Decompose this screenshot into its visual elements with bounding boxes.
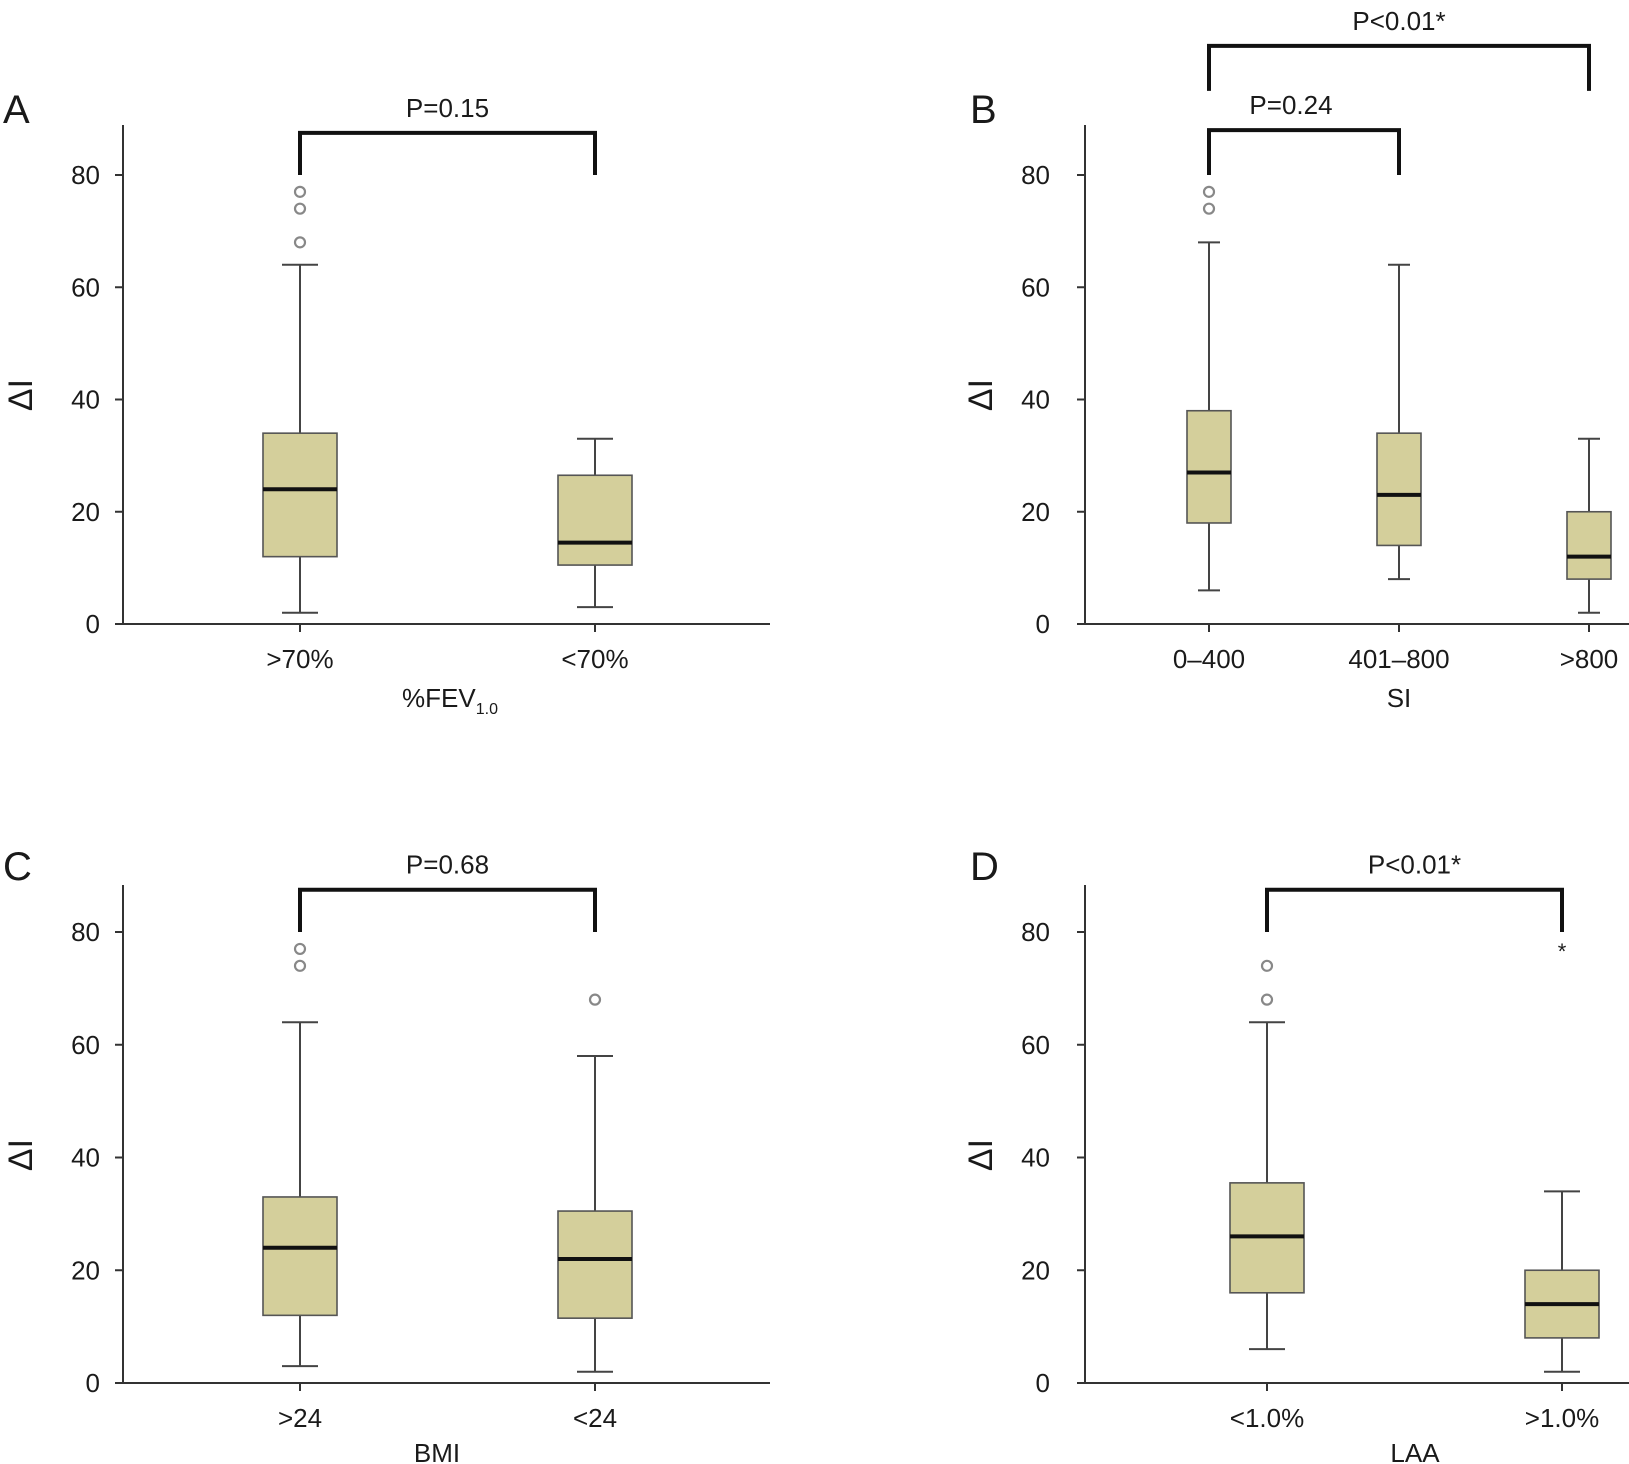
panel-b-y-axis-label: ΔI	[962, 379, 1000, 411]
panel-d-x-tick-label: <1.0%	[1230, 1403, 1304, 1433]
outlier-point	[1202, 202, 1216, 215]
panel-c-y-tick-label: 60	[71, 1030, 100, 1060]
panel-d-y-tick-label: 20	[1021, 1255, 1050, 1285]
panel-a-y-tick-label: 60	[71, 272, 100, 302]
panel-b-x-tick-label: 0–400	[1173, 644, 1245, 674]
outlier-point	[293, 959, 307, 972]
panel-c-box-1	[557, 993, 633, 1373]
panel-b-y-tick-label: 40	[1021, 385, 1050, 415]
panel-a-x-tick-label: <70%	[561, 644, 628, 674]
outlier-point	[293, 942, 307, 956]
panel-d-y-axis-label: ΔI	[962, 1139, 1000, 1171]
iqr-box	[262, 432, 338, 558]
panel-a: A 0 20 40 60 80 ΔI >70% <70% %FEV1.0 P=0.15	[2, 88, 770, 718]
panel-a-label: A	[3, 88, 30, 132]
panel-c-y-tick-label: 40	[71, 1143, 100, 1173]
panel-c-y-tick-label: 20	[71, 1255, 100, 1285]
panel-b-comparison-0: P=0.24	[1207, 90, 1401, 175]
significance-bracket	[1207, 43, 1591, 91]
iqr-box	[557, 1210, 633, 1319]
panel-b-comparison-1: P<0.01*	[1207, 6, 1591, 91]
panel-a-box-1	[557, 437, 633, 609]
panel-c-x-tick-label: >24	[278, 1403, 322, 1433]
panel-b-y-tick-label: 60	[1021, 272, 1050, 302]
panel-a-y-tick-label: 0	[86, 609, 100, 639]
panel-b-box-0	[1186, 185, 1232, 592]
p-value-label: P<0.01*	[1352, 6, 1445, 36]
panel-d-label: D	[970, 845, 999, 889]
panel-a-comparison-0: P=0.15	[298, 93, 597, 175]
significance-bracket	[1265, 887, 1564, 932]
p-value-label: P=0.15	[406, 93, 489, 123]
iqr-box	[262, 1196, 338, 1317]
significance-bracket	[298, 130, 597, 175]
panel-b-x-axis-label: SI	[1387, 683, 1412, 713]
outlier-point	[1202, 185, 1216, 198]
panel-b-y-tick-label: 80	[1021, 160, 1050, 190]
panel-b-label: B	[970, 88, 997, 132]
panel-b-x-tick-label: 401–800	[1348, 644, 1449, 674]
panel-d: D 0 20 40 60 80 ΔI <1.0% >1.0% LAA * P<0.01*	[962, 845, 1629, 1464]
panel-a-box-0	[262, 185, 338, 614]
panel-a-y-axis-label: ΔI	[2, 379, 40, 411]
iqr-box	[1186, 409, 1232, 524]
outlier-point	[1260, 993, 1274, 1006]
panel-d-comparison-0: P<0.01*	[1265, 850, 1564, 932]
p-value-label: P<0.01*	[1368, 850, 1461, 880]
panel-b-box-1	[1376, 263, 1422, 581]
panel-c-x-axis-label: BMI	[414, 1438, 460, 1464]
iqr-box	[1566, 510, 1612, 580]
outlier-point	[293, 185, 307, 198]
panel-c-y-axis-label: ΔI	[2, 1139, 40, 1171]
panel-d-y-tick-label: 80	[1021, 917, 1050, 947]
panel-c-label: C	[3, 845, 32, 889]
panel-a-y-tick-label: 20	[71, 497, 100, 527]
panel-d-y-tick-label: 60	[1021, 1030, 1050, 1060]
p-value-label: P=0.68	[406, 850, 489, 880]
panel-c: C 0 20 40 60 80 ΔI >24 <24 BMI P=0.68	[2, 845, 770, 1464]
panel-a-x-axis-label: %FEV1.0	[402, 683, 498, 718]
panel-c-x-tick-label: <24	[573, 1403, 617, 1433]
panel-c-box-0	[262, 942, 338, 1368]
outlier-point	[293, 236, 307, 249]
outlier-point	[588, 993, 602, 1006]
panel-d-x-tick-label: >1.0%	[1525, 1403, 1599, 1433]
outlier-point	[293, 202, 307, 215]
outlier-point	[1260, 959, 1274, 972]
iqr-box	[557, 474, 633, 566]
panel-a-x-tick-label: >70%	[266, 644, 333, 674]
panel-c-y-tick-label: 0	[86, 1368, 100, 1398]
extreme-point: *	[1558, 939, 1567, 964]
panel-b-x-tick-label: >800	[1560, 644, 1619, 674]
panel-b: B 0 20 40 60 80 ΔI 0–400 401–800 >800 SI P=0.24 P<0.…	[962, 6, 1629, 713]
panel-a-y-tick-label: 80	[71, 160, 100, 190]
iqr-box	[1376, 432, 1422, 547]
panel-c-comparison-0: P=0.68	[298, 850, 597, 932]
panel-d-box-1: *	[1524, 939, 1600, 1373]
panel-d-y-tick-label: 0	[1036, 1368, 1050, 1398]
panel-b-box-2	[1566, 437, 1612, 614]
panel-c-y-tick-label: 80	[71, 917, 100, 947]
p-value-label: P=0.24	[1249, 90, 1332, 120]
significance-bracket	[298, 887, 597, 932]
panel-b-y-tick-label: 0	[1036, 609, 1050, 639]
panel-b-y-tick-label: 20	[1021, 497, 1050, 527]
significance-bracket	[1207, 128, 1401, 175]
panel-d-x-axis-label: LAA	[1390, 1438, 1440, 1464]
panel-a-y-tick-label: 40	[71, 385, 100, 415]
panel-d-box-0	[1229, 959, 1305, 1351]
panel-d-y-tick-label: 40	[1021, 1143, 1050, 1173]
